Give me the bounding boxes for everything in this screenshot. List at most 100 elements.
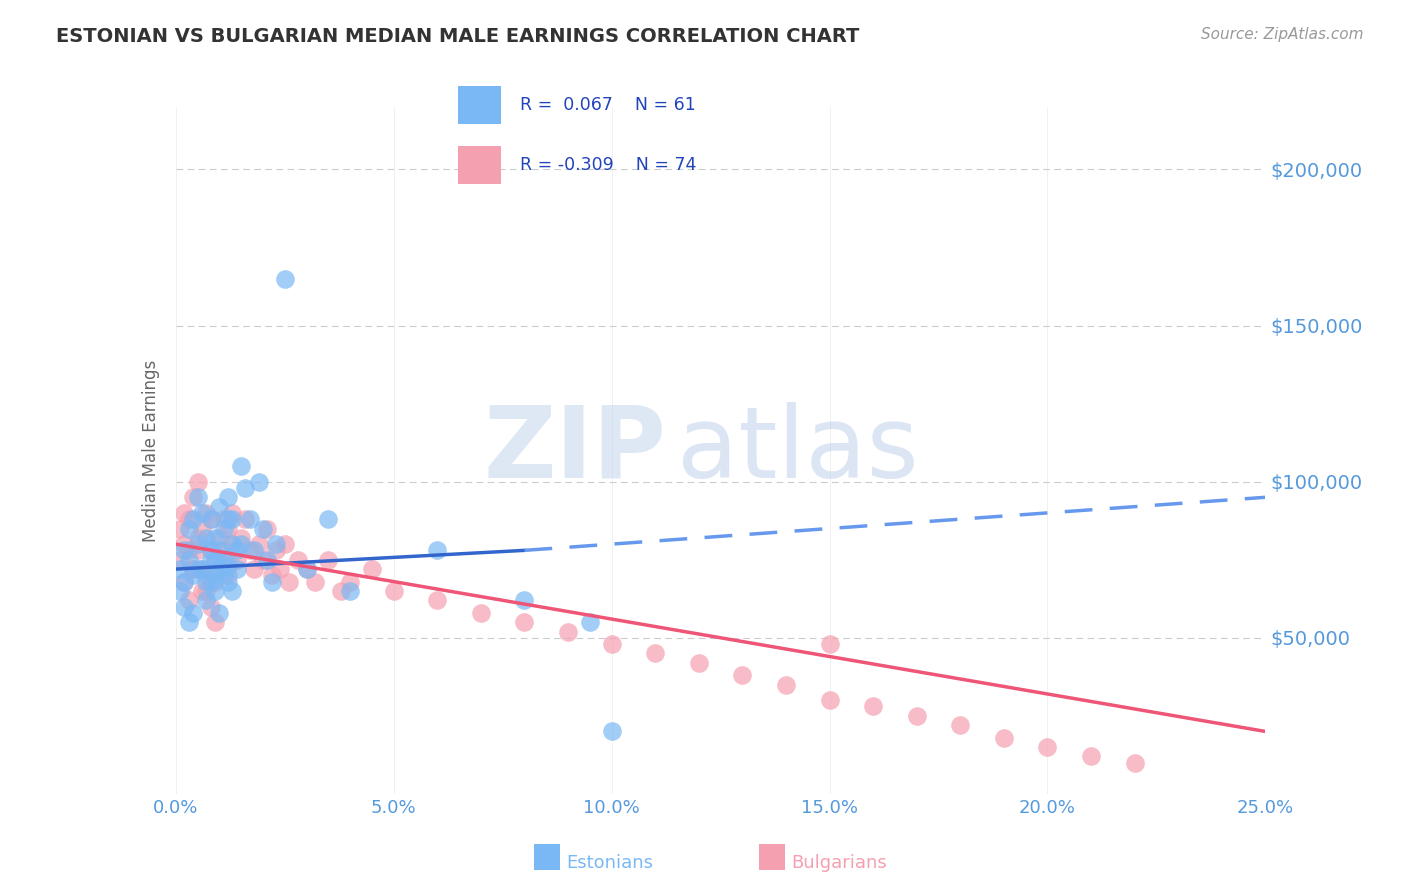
Point: [269, 562, 291, 576]
Point: [186, 562, 209, 576]
Point: [177, 552, 200, 567]
Point: [557, 624, 579, 639]
Point: [195, 583, 218, 598]
Point: [177, 521, 200, 535]
Point: [204, 552, 226, 567]
Point: [200, 574, 222, 589]
Point: [339, 574, 361, 589]
Point: [949, 718, 972, 732]
Point: [181, 568, 204, 582]
Point: [221, 506, 243, 520]
Point: [264, 537, 287, 551]
Point: [204, 552, 226, 567]
Point: [173, 506, 195, 520]
Point: [287, 552, 309, 567]
Text: ESTONIAN VS BULGARIAN MEDIAN MALE EARNINGS CORRELATION CHART: ESTONIAN VS BULGARIAN MEDIAN MALE EARNIN…: [56, 27, 859, 45]
Point: [212, 552, 235, 567]
Point: [231, 531, 253, 545]
Point: [177, 593, 200, 607]
Point: [513, 615, 536, 630]
Point: [231, 458, 253, 473]
Point: [195, 574, 218, 589]
Point: [295, 562, 318, 576]
Point: [173, 574, 195, 589]
Point: [862, 699, 884, 714]
Point: [169, 521, 191, 535]
Point: [360, 562, 382, 576]
Point: [200, 512, 222, 526]
Point: [644, 646, 666, 660]
Point: [247, 537, 270, 551]
Point: [204, 568, 226, 582]
Text: R = -0.309    N = 74: R = -0.309 N = 74: [520, 156, 696, 174]
Point: [204, 574, 226, 589]
Point: [260, 574, 283, 589]
Point: [225, 562, 247, 576]
Point: [339, 583, 361, 598]
Point: [195, 531, 218, 545]
Point: [217, 558, 239, 574]
Point: [256, 552, 278, 567]
Point: [252, 521, 274, 535]
Point: [177, 543, 200, 558]
Point: [579, 615, 602, 630]
Point: [177, 512, 200, 526]
Point: [274, 537, 297, 551]
Point: [204, 531, 226, 545]
Point: [231, 537, 253, 551]
Point: [169, 562, 191, 576]
Point: [173, 599, 195, 614]
Point: [731, 668, 754, 682]
Point: [186, 531, 209, 545]
Point: [212, 568, 235, 582]
Point: [181, 562, 204, 576]
Point: [470, 606, 492, 620]
Point: [208, 606, 231, 620]
Point: [295, 562, 318, 576]
Text: Source: ZipAtlas.com: Source: ZipAtlas.com: [1201, 27, 1364, 42]
Point: [186, 475, 209, 489]
Point: [208, 543, 231, 558]
Text: ZIP: ZIP: [484, 402, 666, 499]
Point: [217, 552, 239, 567]
Point: [278, 574, 301, 589]
Point: [200, 543, 222, 558]
Point: [212, 521, 235, 535]
Point: [212, 512, 235, 526]
Point: [818, 693, 841, 707]
Point: [200, 512, 222, 526]
Point: [260, 568, 283, 582]
Point: [208, 500, 231, 514]
Point: [191, 562, 214, 576]
Point: [600, 724, 623, 739]
Point: [426, 593, 449, 607]
Point: [181, 512, 204, 526]
Point: [256, 521, 278, 535]
Point: [382, 583, 405, 598]
Point: [221, 512, 243, 526]
Point: [191, 521, 214, 535]
Point: [181, 562, 204, 576]
Point: [195, 506, 218, 520]
Point: [243, 543, 266, 558]
Point: [818, 637, 841, 651]
Point: [195, 593, 218, 607]
Point: [235, 512, 257, 526]
Point: [304, 574, 326, 589]
Point: [235, 481, 257, 495]
Bar: [457, 146, 502, 184]
Point: [426, 543, 449, 558]
Point: [243, 562, 266, 576]
Point: [217, 574, 239, 589]
Point: [993, 731, 1015, 745]
Point: [195, 568, 218, 582]
Point: [217, 512, 239, 526]
Point: [181, 490, 204, 504]
Point: [600, 637, 623, 651]
Point: [169, 552, 191, 567]
Point: [252, 552, 274, 567]
Point: [181, 606, 204, 620]
Text: Bulgarians: Bulgarians: [792, 854, 887, 871]
Point: [225, 543, 247, 558]
Point: [330, 583, 353, 598]
